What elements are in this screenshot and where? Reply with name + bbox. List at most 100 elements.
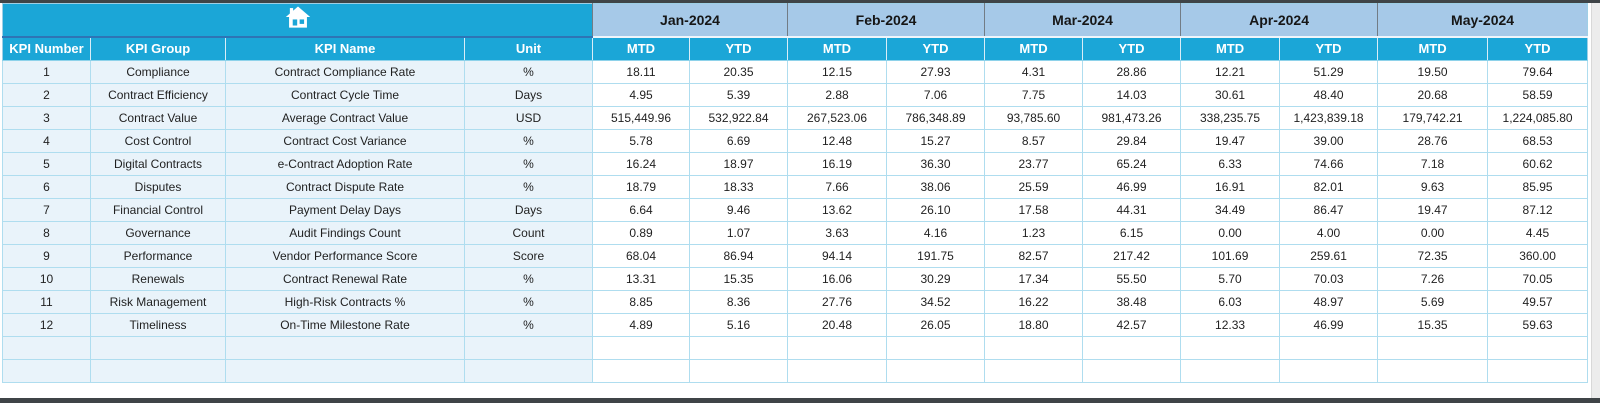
cell-value[interactable]: 16.19 (787, 152, 887, 176)
cell-value[interactable]: 101.69 (1180, 244, 1281, 268)
cell-value[interactable]: 8.57 (984, 129, 1084, 153)
cell-kpi-number[interactable]: 7 (2, 198, 91, 222)
cell-value[interactable]: 18.97 (689, 152, 788, 176)
cell-value[interactable]: 16.22 (984, 290, 1084, 314)
cell-kpi-name[interactable]: Contract Renewal Rate (225, 267, 465, 291)
cell-value[interactable]: 23.77 (984, 152, 1084, 176)
cell-value[interactable]: 25.59 (984, 175, 1084, 199)
cell-value[interactable]: 7.75 (984, 83, 1084, 107)
cell-kpi-group[interactable]: Performance (90, 244, 226, 268)
cell-value[interactable]: 6.64 (592, 198, 690, 222)
cell-value[interactable]: 179,742.21 (1377, 106, 1489, 130)
cell-value[interactable]: 48.40 (1279, 83, 1379, 107)
cell-value[interactable]: 30.29 (885, 267, 986, 291)
cell-kpi-number[interactable]: 10 (2, 267, 91, 291)
cell-value[interactable]: 34.49 (1180, 198, 1281, 222)
cell-value[interactable]: 12.21 (1180, 60, 1281, 84)
cell-value[interactable]: 72.35 (1377, 244, 1489, 268)
cell-unit[interactable]: Days (464, 198, 593, 222)
cell-value[interactable] (1180, 336, 1281, 360)
cell-kpi-name[interactable]: Contract Cost Variance (225, 129, 465, 153)
cell-value[interactable]: 15.35 (689, 267, 788, 291)
cell-value[interactable]: 68.53 (1487, 129, 1589, 153)
cell-value[interactable]: 14.03 (1082, 83, 1182, 107)
cell-value[interactable]: 19.47 (1377, 198, 1489, 222)
cell-value[interactable]: 29.84 (1082, 129, 1182, 153)
cell-value[interactable]: 515,449.96 (592, 106, 690, 130)
cell-value[interactable]: 26.10 (885, 198, 986, 222)
cell-unit[interactable] (464, 359, 593, 383)
cell-value[interactable] (885, 336, 986, 360)
cell-value[interactable]: 48.97 (1279, 290, 1379, 314)
cell-value[interactable]: 30.61 (1180, 83, 1281, 107)
cell-unit[interactable]: Count (464, 221, 593, 245)
cell-value[interactable]: 4.00 (1279, 221, 1379, 245)
cell-value[interactable]: 5.16 (689, 313, 788, 337)
cell-value[interactable]: 51.29 (1279, 60, 1379, 84)
cell-kpi-number[interactable]: 1 (2, 60, 91, 84)
cell-kpi-number[interactable]: 3 (2, 106, 91, 130)
cell-value[interactable]: 85.95 (1487, 175, 1589, 199)
cell-value[interactable]: 1.23 (984, 221, 1084, 245)
cell-value[interactable]: 74.66 (1279, 152, 1379, 176)
cell-value[interactable]: 87.12 (1487, 198, 1589, 222)
cell-kpi-group[interactable]: Cost Control (90, 129, 226, 153)
cell-value[interactable] (787, 359, 887, 383)
cell-kpi-number[interactable]: 12 (2, 313, 91, 337)
cell-value[interactable]: 13.62 (787, 198, 887, 222)
cell-unit[interactable]: % (464, 129, 593, 153)
cell-kpi-number[interactable] (2, 359, 91, 383)
cell-value[interactable]: 6.03 (1180, 290, 1281, 314)
cell-kpi-number[interactable]: 4 (2, 129, 91, 153)
cell-value[interactable] (1487, 336, 1589, 360)
cell-value[interactable]: 46.99 (1082, 175, 1182, 199)
cell-kpi-group[interactable]: Contract Efficiency (90, 83, 226, 107)
cell-value[interactable]: 4.89 (592, 313, 690, 337)
cell-value[interactable]: 15.27 (885, 129, 986, 153)
cell-kpi-name[interactable]: e-Contract Adoption Rate (225, 152, 465, 176)
cell-value[interactable]: 3.63 (787, 221, 887, 245)
cell-value[interactable]: 20.68 (1377, 83, 1489, 107)
cell-value[interactable]: 42.57 (1082, 313, 1182, 337)
cell-value[interactable]: 28.76 (1377, 129, 1489, 153)
cell-kpi-number[interactable]: 11 (2, 290, 91, 314)
cell-value[interactable]: 5.70 (1180, 267, 1281, 291)
cell-value[interactable]: 4.45 (1487, 221, 1589, 245)
cell-value[interactable]: 7.26 (1377, 267, 1489, 291)
cell-value[interactable]: 94.14 (787, 244, 887, 268)
cell-value[interactable]: 6.69 (689, 129, 788, 153)
cell-value[interactable]: 5.69 (1377, 290, 1489, 314)
cell-unit[interactable]: % (464, 290, 593, 314)
cell-value[interactable]: 18.33 (689, 175, 788, 199)
cell-value[interactable]: 20.35 (689, 60, 788, 84)
cell-unit[interactable]: % (464, 175, 593, 199)
cell-value[interactable]: 259.61 (1279, 244, 1379, 268)
cell-value[interactable]: 38.06 (885, 175, 986, 199)
cell-kpi-number[interactable]: 9 (2, 244, 91, 268)
cell-value[interactable]: 360.00 (1487, 244, 1589, 268)
cell-value[interactable]: 4.31 (984, 60, 1084, 84)
cell-kpi-group[interactable]: Disputes (90, 175, 226, 199)
cell-kpi-name[interactable]: Vendor Performance Score (225, 244, 465, 268)
cell-value[interactable]: 18.80 (984, 313, 1084, 337)
cell-value[interactable] (1279, 359, 1379, 383)
cell-value[interactable]: 65.24 (1082, 152, 1182, 176)
cell-value[interactable]: 7.66 (787, 175, 887, 199)
cell-kpi-number[interactable]: 6 (2, 175, 91, 199)
home-icon[interactable] (285, 4, 311, 30)
cell-kpi-group[interactable]: Governance (90, 221, 226, 245)
cell-value[interactable]: 44.31 (1082, 198, 1182, 222)
cell-value[interactable]: 19.50 (1377, 60, 1489, 84)
cell-value[interactable]: 8.85 (592, 290, 690, 314)
cell-kpi-group[interactable]: Risk Management (90, 290, 226, 314)
cell-value[interactable] (1082, 359, 1182, 383)
cell-value[interactable]: 4.16 (885, 221, 986, 245)
cell-value[interactable] (885, 359, 986, 383)
cell-value[interactable]: 12.15 (787, 60, 887, 84)
cell-kpi-name[interactable]: Audit Findings Count (225, 221, 465, 245)
cell-value[interactable]: 86.47 (1279, 198, 1379, 222)
cell-kpi-group[interactable]: Digital Contracts (90, 152, 226, 176)
cell-value[interactable]: 1,423,839.18 (1279, 106, 1379, 130)
cell-value[interactable] (689, 359, 788, 383)
cell-value[interactable]: 82.57 (984, 244, 1084, 268)
